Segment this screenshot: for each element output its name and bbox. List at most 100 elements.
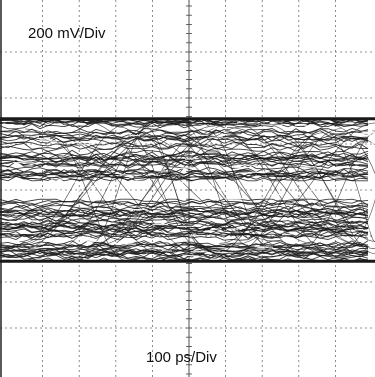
trace-gap (42, 138, 51, 141)
trace-gap (185, 157, 199, 160)
trace-gap (131, 180, 153, 183)
eye-trace (0, 142, 369, 150)
eye-transition-trace (229, 121, 361, 245)
eye-trace (0, 202, 369, 209)
trace-gap (255, 225, 263, 228)
trace-gap (23, 135, 40, 138)
eye-transition-trace (120, 126, 203, 249)
eye-transition-trace (210, 132, 324, 256)
trace-gap (261, 124, 283, 126)
eye-trace (0, 249, 369, 257)
eye-trace (0, 241, 369, 249)
eye-traces (0, 117, 375, 263)
eye-trace (0, 141, 369, 148)
trace-gap (66, 181, 77, 184)
trace-gap (120, 174, 142, 176)
eye-transition-trace (86, 131, 224, 257)
eye-transition-trace (11, 118, 169, 248)
eye-trace (0, 154, 368, 162)
eye-transition-trace (262, 123, 375, 255)
eye-trace (0, 160, 369, 168)
eye-transition-trace (80, 119, 236, 260)
trace-gap (282, 212, 290, 215)
eye-transition-trace (226, 127, 375, 249)
trace-gap (87, 193, 96, 196)
eye-trace (0, 214, 369, 222)
eye-transition-trace (276, 136, 375, 242)
eye-trace (0, 251, 369, 259)
eye-transition-trace (51, 136, 128, 262)
eye-transition-trace (144, 135, 208, 250)
eye-trace (0, 160, 369, 168)
eye-transition-trace (161, 135, 324, 246)
trace-gap (12, 181, 27, 184)
eye-transition-trace (181, 124, 248, 246)
eye-trace (0, 169, 369, 176)
eye-transition-trace (25, 128, 176, 261)
eye-trace (0, 257, 369, 262)
eye-transition-trace (59, 122, 238, 261)
trace-gap (220, 130, 232, 133)
trace-gap (182, 254, 200, 257)
trace-gap (12, 161, 35, 164)
eye-transition-trace (224, 122, 375, 247)
eye-transition-trace (191, 118, 370, 247)
eye-trace (0, 254, 369, 261)
eye-trace (0, 118, 369, 123)
trace-gap (334, 175, 342, 178)
eye-trace (0, 205, 369, 213)
trace-gap (154, 170, 166, 172)
eye-trace (0, 128, 369, 135)
eye-transition-trace (132, 132, 309, 257)
eye-trace (0, 220, 369, 227)
eye-trace (0, 231, 369, 238)
trace-gap (36, 139, 58, 142)
eye-trace (0, 210, 369, 218)
eye-transition-trace (99, 136, 280, 242)
trace-gap (78, 143, 94, 146)
eye-trace (0, 232, 369, 239)
eye-trace (0, 118, 368, 124)
trace-gap (209, 136, 223, 138)
eye-transition-trace (290, 132, 375, 256)
eye-trace (0, 248, 369, 256)
trace-gap (210, 228, 222, 231)
eye-trace (0, 257, 369, 262)
eye-transition-trace (6, 124, 178, 247)
eye-trace (0, 145, 368, 152)
trace-gap (90, 185, 111, 188)
eye-transition-trace (319, 128, 375, 243)
trace-gap (51, 189, 67, 192)
eye-trace (0, 198, 369, 203)
trace-gap (359, 132, 375, 135)
trace-gap (180, 167, 196, 169)
trace-gap (114, 242, 137, 245)
horizontal-scale-label: 100 ps/Div (146, 349, 217, 366)
trace-gap (30, 247, 43, 249)
eye-transition-trace (170, 119, 321, 261)
eye-trace (0, 149, 369, 157)
eye-trace (0, 173, 369, 181)
trace-gap (299, 166, 317, 169)
eye-trace (0, 225, 369, 233)
eye-transition-trace (49, 134, 214, 259)
eye-transition-trace (55, 120, 163, 250)
eye-trace (0, 200, 369, 208)
eye-trace (0, 225, 369, 233)
trace-gap (214, 251, 234, 254)
trace-gap (254, 246, 274, 248)
eye-transition-trace (210, 124, 345, 261)
eye-trace (0, 122, 369, 130)
vertical-scale-label: 200 mV/Div (28, 25, 106, 42)
eye-transition-trace (325, 123, 375, 259)
eye-transition-trace (219, 122, 338, 244)
eye-transition-trace (231, 128, 342, 255)
trace-gap (86, 240, 101, 243)
eye-trace (0, 128, 369, 135)
eye-trace (0, 224, 369, 232)
eye-transition-trace (337, 136, 375, 252)
trace-gap (5, 148, 19, 151)
eye-transition-trace (349, 136, 375, 245)
